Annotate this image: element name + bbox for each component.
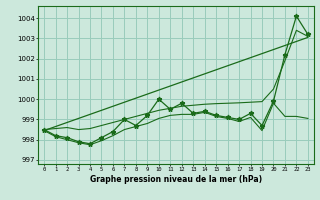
X-axis label: Graphe pression niveau de la mer (hPa): Graphe pression niveau de la mer (hPa) <box>90 175 262 184</box>
